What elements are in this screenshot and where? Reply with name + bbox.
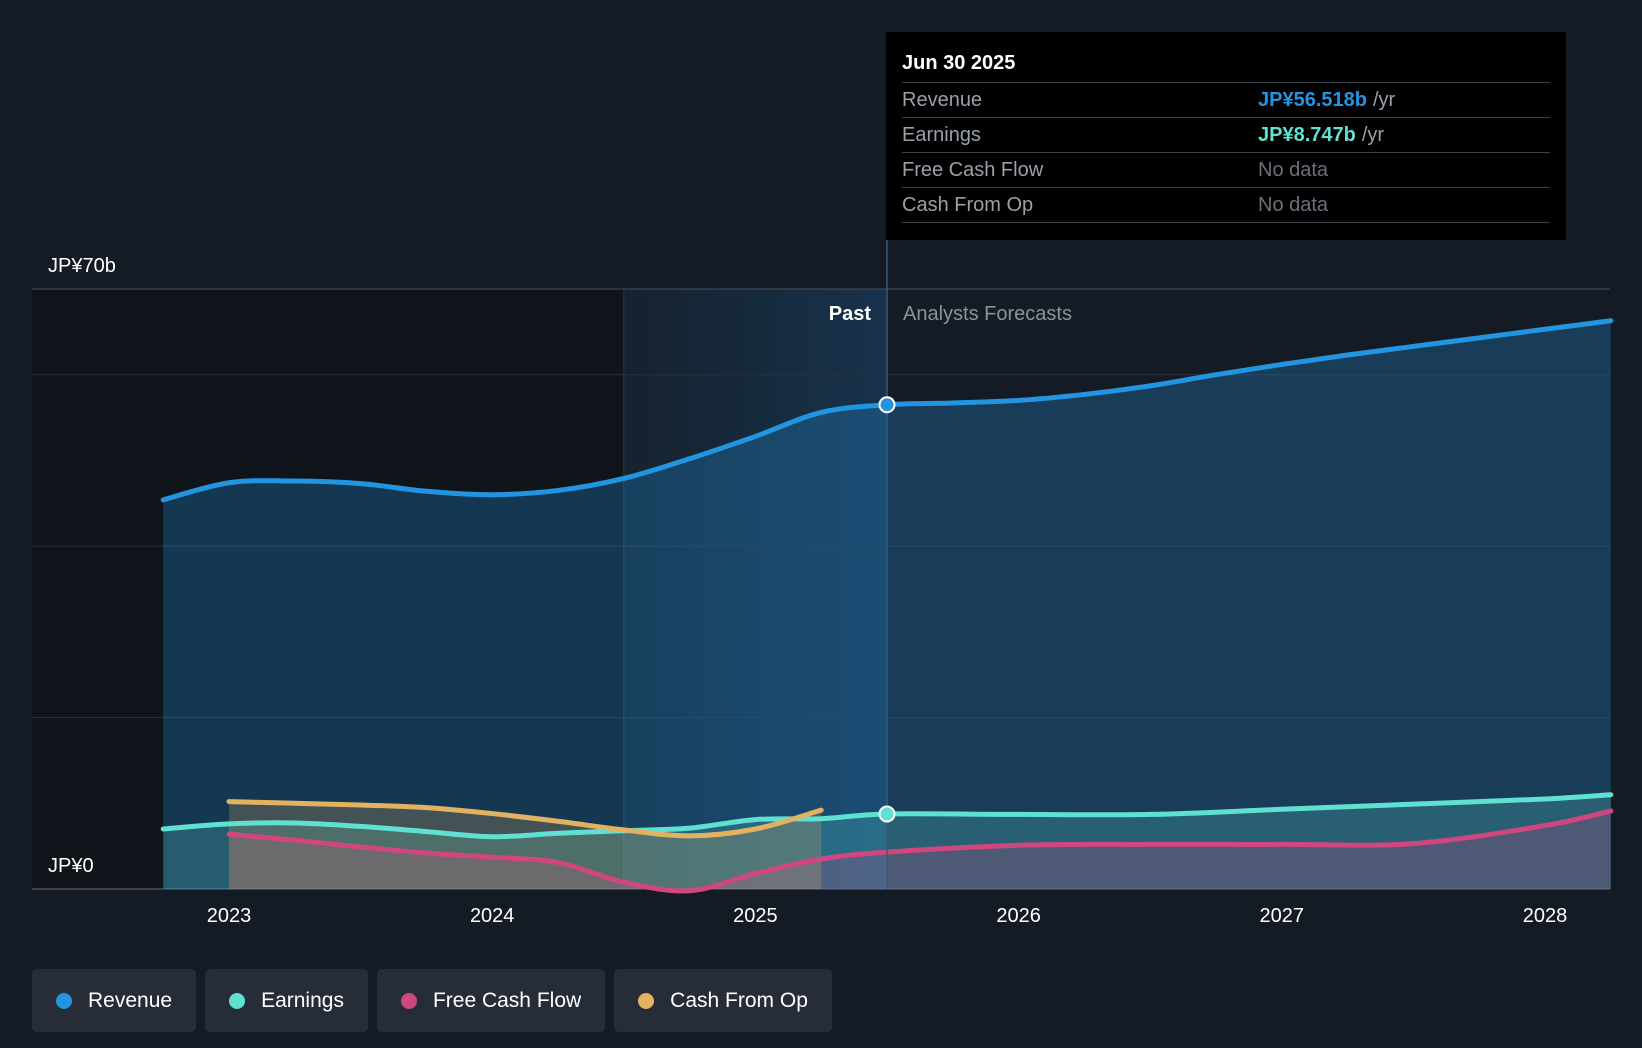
tooltip-row-revenue: Revenue JP¥56.518b /yr bbox=[902, 83, 1550, 118]
marker-earnings bbox=[878, 805, 896, 823]
tooltip-row-fcf: Free Cash Flow No data bbox=[902, 153, 1550, 188]
y-axis-label-top: JP¥70b bbox=[48, 255, 116, 277]
x-tick-label: 2025 bbox=[733, 905, 778, 927]
legend-item-free-cash-flow[interactable]: Free Cash Flow bbox=[376, 969, 606, 1032]
y-axis-label-bottom: JP¥0 bbox=[48, 855, 94, 877]
tooltip-value: No data bbox=[1258, 159, 1329, 181]
legend-dot-icon bbox=[638, 992, 655, 1009]
legend-label: Cash From Op bbox=[670, 988, 808, 1012]
tooltip-row-earnings: Earnings JP¥8.747b /yr bbox=[902, 118, 1550, 153]
series-line-cash-from-op bbox=[226, 799, 824, 839]
legend-dot-icon bbox=[56, 992, 72, 1009]
past-highlight-region bbox=[623, 289, 887, 889]
tooltip: Jun 30 2025 Revenue JP¥56.518b /yr Earni… bbox=[886, 32, 1566, 240]
x-tick-label: 2024 bbox=[470, 905, 515, 927]
series-area-cash-from-op bbox=[229, 801, 822, 889]
tooltip-label: Cash From Op bbox=[902, 194, 1034, 216]
tooltip-label: Revenue bbox=[902, 89, 983, 111]
tooltip-label: Free Cash Flow bbox=[902, 159, 1044, 181]
forecast-label: Analysts Forecasts bbox=[903, 303, 1072, 325]
legend-label: Free Cash Flow bbox=[432, 988, 582, 1012]
legend-item-earnings[interactable]: Earnings bbox=[205, 969, 368, 1032]
x-tick-label: 2023 bbox=[207, 905, 252, 927]
tooltip-value: JP¥56.518b bbox=[1258, 89, 1367, 111]
legend-label: Revenue bbox=[88, 988, 173, 1012]
legend-label: Earnings bbox=[261, 988, 344, 1012]
tooltip-label: Earnings bbox=[902, 124, 981, 146]
tooltip-unit: /yr bbox=[1372, 89, 1396, 111]
legend-item-revenue[interactable]: Revenue bbox=[32, 969, 197, 1032]
x-tick-label: 2027 bbox=[1260, 905, 1305, 927]
legend: Revenue Earnings Free Cash Flow Cash Fro… bbox=[32, 969, 832, 1032]
x-tick-label: 2026 bbox=[996, 905, 1041, 927]
past-label: Past bbox=[829, 303, 872, 325]
tooltip-row-cfo: Cash From Op No data bbox=[902, 188, 1550, 223]
marker-revenue bbox=[878, 396, 896, 414]
legend-dot-icon bbox=[229, 992, 246, 1009]
past-region bbox=[32, 289, 624, 889]
legend-item-cash-from-op[interactable]: Cash From Op bbox=[614, 969, 832, 1032]
tooltip-date: Jun 30 2025 bbox=[902, 44, 1550, 83]
legend-dot-icon bbox=[400, 992, 417, 1009]
tooltip-value: No data bbox=[1258, 194, 1329, 216]
tooltip-value: JP¥8.747b bbox=[1258, 124, 1356, 146]
x-tick-label: 2028 bbox=[1523, 905, 1568, 927]
series-line-earnings bbox=[160, 792, 1614, 840]
series-line-free-cash-flow bbox=[226, 808, 1614, 894]
tooltip-unit: /yr bbox=[1361, 124, 1385, 146]
